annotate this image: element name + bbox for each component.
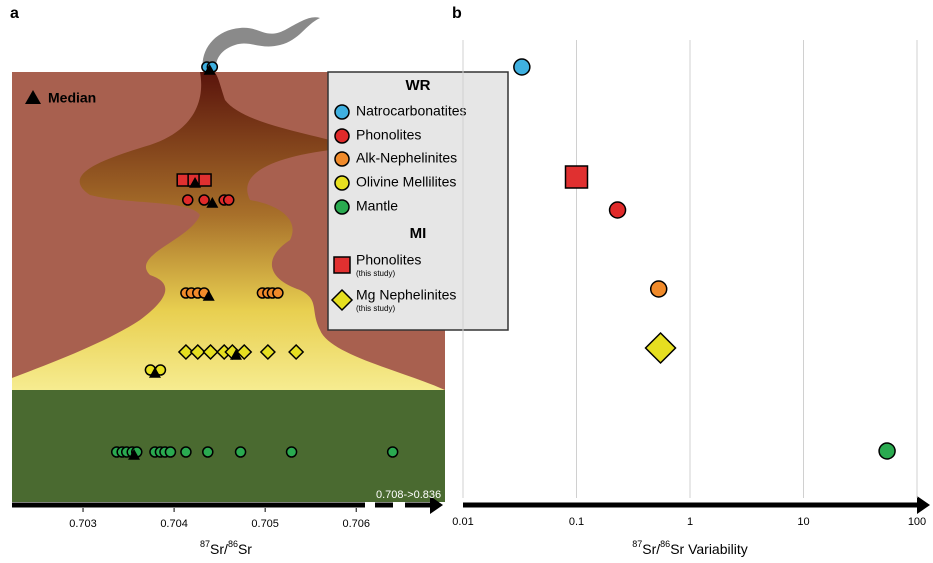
x-axis-label-part: 87: [200, 539, 210, 549]
legend-label: Olivine Mellilites: [356, 174, 456, 190]
x-tick-label: 0.704: [160, 518, 188, 530]
x-axis-label-part: Sr Variability: [670, 541, 748, 557]
data-point: [182, 194, 194, 206]
x-axis-label-part: Sr/: [210, 541, 228, 557]
x-tick-label: 100: [908, 516, 926, 528]
legend-marker: [333, 256, 351, 274]
data-point: [180, 446, 192, 458]
x-axis-label-part: Sr: [238, 541, 252, 557]
median-legend-marker: [25, 90, 41, 104]
data-point: [649, 280, 668, 298]
data-point: [608, 201, 627, 219]
legend-label: Natrocarbonatites: [356, 103, 467, 119]
data-point: [513, 58, 531, 76]
data-point: [236, 343, 253, 361]
x-tick-label: 1: [687, 516, 693, 528]
legend-label: Phonolites: [356, 252, 421, 268]
panel-label: b: [452, 5, 462, 22]
mantle-background: [12, 390, 445, 502]
panel-label: a: [10, 5, 19, 22]
legend-marker: [330, 288, 354, 312]
x-tick-label: 0.705: [251, 518, 279, 530]
data-point: [198, 173, 212, 187]
x-axis-label-part: 86: [660, 539, 670, 549]
legend-note: (this study): [356, 304, 395, 313]
median-marker: [203, 64, 216, 75]
smoke: [202, 17, 320, 70]
median-marker: [202, 290, 215, 301]
data-point: [222, 194, 235, 206]
data-point: [198, 194, 210, 206]
data-point: [234, 446, 247, 458]
x-tick-label: 0.703: [69, 518, 97, 530]
median-marker: [128, 449, 141, 460]
data-point: [272, 287, 284, 299]
data-point: [164, 446, 177, 458]
data-point: [386, 446, 399, 458]
data-point: [644, 331, 677, 365]
median-marker: [189, 177, 202, 188]
legend-heading: WR: [406, 77, 431, 94]
x-tick-label: 10: [797, 516, 809, 528]
data-point: [189, 343, 206, 361]
legend-label: Alk-Nephelinites: [356, 150, 457, 166]
x-axis-label-part: 86: [228, 539, 238, 549]
legend-marker: [334, 151, 350, 167]
x-axis-label-part: 87: [632, 539, 642, 549]
x-axis-label: 87Sr/86Sr: [200, 539, 252, 556]
legend-heading: MI: [410, 225, 427, 242]
plume: [12, 72, 445, 390]
legend-marker: [334, 128, 350, 144]
data-point: [878, 442, 896, 460]
x-axis-label: 87Sr/86Sr Variability: [632, 539, 747, 556]
axis-arrow: [917, 496, 930, 514]
x-tick-label: 0.1: [569, 516, 584, 528]
data-point: [288, 343, 305, 361]
data-point: [177, 343, 194, 361]
legend-label: Phonolites: [356, 127, 421, 143]
data-point: [202, 343, 219, 361]
median-legend: Median: [48, 90, 96, 106]
median-marker: [206, 197, 219, 208]
median-marker: [148, 367, 161, 378]
legend-note: (this study): [356, 269, 395, 278]
legend-marker: [334, 199, 350, 215]
data-point: [202, 446, 214, 458]
x-tick-label: 0.01: [452, 516, 473, 528]
legend-box: [327, 71, 509, 331]
x-axis-label-part: Sr/: [642, 541, 660, 557]
annotation: 0.708->0.836: [376, 489, 441, 501]
legend-marker: [334, 175, 350, 191]
data-point: [564, 165, 589, 189]
legend-marker: [334, 104, 350, 120]
legend-label: Mg Nephelinites: [356, 287, 456, 303]
axis-arrow: [430, 496, 443, 514]
median-marker: [230, 349, 243, 360]
x-tick-label: 0.706: [342, 518, 370, 530]
data-point: [285, 446, 298, 458]
legend-label: Mantle: [356, 198, 398, 214]
data-point: [259, 343, 276, 361]
